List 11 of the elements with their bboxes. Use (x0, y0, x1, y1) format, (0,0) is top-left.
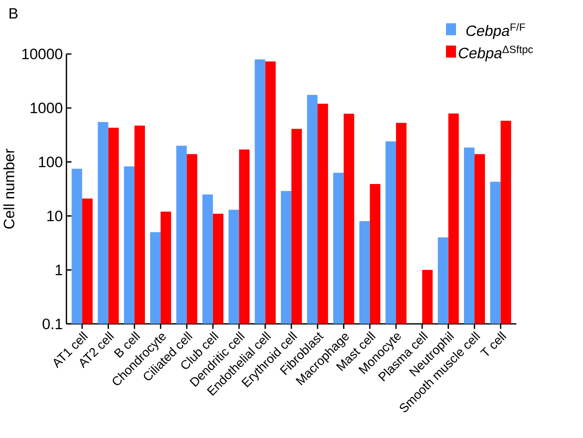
y-tick-label: 10 (47, 210, 62, 222)
y-tick-label: 10000 (22, 48, 62, 60)
x-tick-label: T cell (480, 331, 506, 356)
y-tick-label: 0.1 (42, 318, 62, 330)
text: B (10, 8, 18, 19)
y-axis-title: Cell number (3, 148, 14, 229)
y-tick-label: 1 (56, 264, 62, 276)
y-tick-label: 100 (39, 156, 62, 168)
legend-label: Cebpa$^{F/F}$ (466, 23, 526, 40)
legend-label: Cebpa$^{ΔSftpc}$ (458, 45, 533, 62)
y-tick-label: 1000 (30, 102, 62, 114)
